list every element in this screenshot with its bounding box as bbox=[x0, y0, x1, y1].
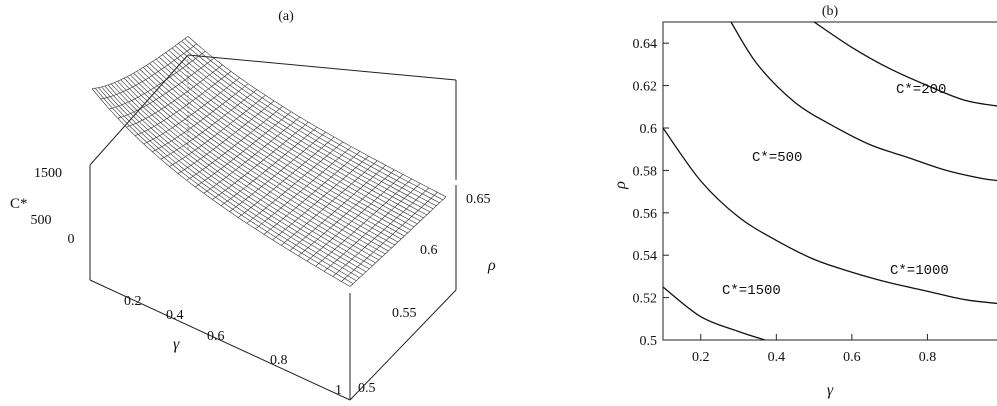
y-tick-label: 0.56 bbox=[633, 207, 658, 222]
y-tick-label: 0.5 bbox=[358, 381, 376, 396]
mesh-line bbox=[146, 65, 405, 237]
panel-b-label: (b) bbox=[822, 4, 839, 19]
x-axis-label: γ bbox=[827, 382, 834, 399]
x-tick-label: 0.6 bbox=[207, 329, 225, 344]
mesh-line bbox=[238, 136, 335, 218]
mesh-line bbox=[120, 79, 379, 261]
x-tick-label: 0.8 bbox=[919, 350, 937, 365]
mesh-line bbox=[187, 36, 447, 198]
mesh-line bbox=[169, 95, 266, 167]
mesh-line bbox=[126, 76, 386, 255]
mesh-line bbox=[107, 84, 367, 273]
contour-line bbox=[813, 21, 997, 107]
box-top-left-edge bbox=[89, 54, 189, 166]
panel-a-label: (a) bbox=[278, 9, 294, 24]
x-tick-label: 0.6 bbox=[843, 350, 861, 365]
mesh-line bbox=[91, 36, 189, 89]
mesh-line bbox=[349, 196, 447, 287]
x-tick-label: 0.2 bbox=[692, 350, 710, 365]
y-tick-label: 0.52 bbox=[633, 292, 658, 307]
contour-label: C*=500 bbox=[752, 150, 802, 166]
mesh-line bbox=[101, 86, 360, 278]
mesh-line bbox=[177, 100, 275, 174]
mesh-line bbox=[162, 54, 421, 222]
y-tick-label: 0.65 bbox=[466, 192, 491, 207]
mesh-line bbox=[181, 40, 440, 204]
panel-a: (a) C* 1500 500 0 0.2 0.4 0.6 0.8 1 γ 0.… bbox=[10, 9, 496, 401]
x-axis-label: γ bbox=[173, 336, 180, 353]
axis-ticks: 0.20.40.60.810.50.520.540.560.580.60.620… bbox=[633, 37, 937, 365]
y-tick-label: 0.55 bbox=[392, 306, 417, 321]
mesh-line bbox=[332, 187, 430, 277]
z-tick-label: 1500 bbox=[34, 166, 62, 181]
mesh-line bbox=[158, 56, 418, 225]
contour-line bbox=[662, 286, 766, 341]
surface-box bbox=[89, 54, 457, 401]
mesh-line bbox=[110, 83, 370, 270]
mesh-line bbox=[178, 43, 437, 207]
box-top-back-edge bbox=[187, 54, 457, 81]
z-axis-label: C* bbox=[10, 196, 28, 212]
y-tick-label: 0.5 bbox=[640, 334, 658, 349]
y-tick-label: 0.64 bbox=[633, 37, 658, 52]
x-tick-label: 0.4 bbox=[166, 308, 184, 323]
y-tick-label: 0.6 bbox=[420, 243, 438, 258]
mesh-line bbox=[91, 88, 351, 287]
y-axis-label: ρ bbox=[487, 257, 496, 274]
mesh-line bbox=[246, 141, 343, 224]
mesh-line bbox=[152, 61, 411, 231]
mesh-line bbox=[142, 67, 402, 240]
x-tick-label: 0.8 bbox=[270, 353, 288, 368]
mesh-line bbox=[139, 69, 399, 243]
contour-label: C*=1000 bbox=[890, 263, 949, 279]
mesh-line bbox=[220, 126, 318, 206]
panel-b: (b) 0.20.40.60.810.50.520.540.560.580.60… bbox=[612, 4, 997, 399]
mesh-line bbox=[114, 82, 373, 267]
mesh-line bbox=[123, 77, 383, 258]
y-tick-label: 0.6 bbox=[640, 122, 658, 137]
contour-label: C*=200 bbox=[896, 82, 946, 98]
mesh-line bbox=[174, 45, 434, 210]
x-tick-label: 1 bbox=[335, 383, 342, 398]
x-tick-label: 0.4 bbox=[768, 350, 786, 365]
box-bottom-front-left-edge bbox=[89, 279, 351, 401]
contour-line bbox=[662, 127, 997, 305]
y-tick-label: 0.58 bbox=[633, 164, 658, 179]
mesh-line bbox=[136, 71, 395, 246]
mesh-line bbox=[98, 87, 357, 281]
contour-label: C*=1500 bbox=[722, 283, 781, 299]
box-bottom-front-right-edge bbox=[349, 289, 457, 401]
y-tick-label: 0.62 bbox=[633, 80, 658, 95]
z-tick-label: 500 bbox=[31, 213, 52, 228]
mesh-line bbox=[94, 88, 354, 284]
y-tick-label: 0.54 bbox=[633, 249, 658, 264]
contour-line bbox=[730, 21, 997, 182]
z-tick-label: 0 bbox=[68, 232, 75, 247]
mesh-line bbox=[130, 74, 389, 252]
plot-frame bbox=[662, 21, 997, 341]
surface-mesh bbox=[91, 36, 447, 287]
mesh-line bbox=[184, 38, 443, 201]
y-axis-label: ρ bbox=[612, 181, 629, 190]
mesh-line bbox=[155, 58, 415, 228]
mesh-line bbox=[229, 131, 326, 212]
mesh-line bbox=[171, 47, 431, 213]
mesh-line bbox=[149, 63, 408, 234]
contour-lines bbox=[662, 21, 997, 341]
mesh-line bbox=[168, 50, 427, 216]
mesh-line bbox=[133, 72, 392, 249]
mesh-line bbox=[117, 80, 376, 264]
x-tick-label: 0.2 bbox=[124, 294, 142, 309]
mesh-line bbox=[104, 85, 363, 276]
mesh-line bbox=[341, 192, 438, 282]
mesh-line bbox=[165, 52, 424, 219]
